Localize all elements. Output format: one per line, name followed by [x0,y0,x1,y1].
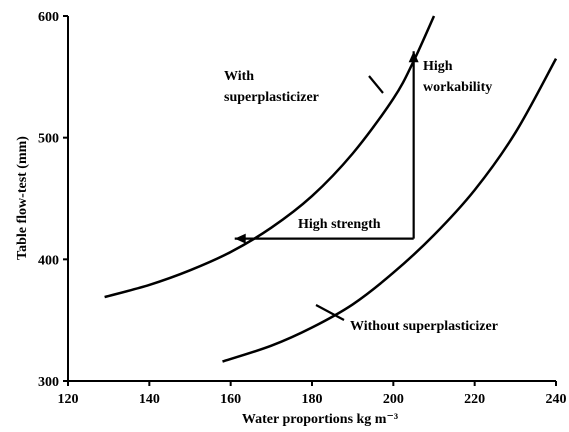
x-tick-label: 140 [139,392,160,407]
y-tick-label: 400 [38,253,59,268]
x-tick-label: 220 [464,392,485,407]
x-axis-title: Water proportions kg m⁻³ [242,412,398,427]
y-tick-label: 500 [38,132,59,147]
x-tick-label: 240 [546,392,567,407]
y-axis-title: Table flow-test (mm) [15,136,30,260]
arrows [234,51,419,244]
leader-with [368,75,384,94]
annotation-with-line2: superplasticizer [224,90,319,105]
arrow-head [234,233,246,244]
x-tick-label: 180 [302,392,323,407]
x-tick-label: 160 [220,392,241,407]
labels: With superplasticizer High workability H… [15,59,498,427]
annotation-with-line1: With [224,69,254,84]
curves [104,15,558,363]
x-tick-label: 200 [383,392,404,407]
curve-without-superplasticizer [222,57,558,363]
axes: 120 140 160 180 200 220 240 300 400 500 600 [38,10,567,407]
arrow-head [408,51,419,63]
annotation-strength: High strength [298,217,381,232]
annotation-without: Without superplasticizer [350,319,498,334]
y-tick-label: 600 [38,10,59,25]
curve-with-superplasticizer [104,15,436,299]
annotation-workability-line2: workability [423,80,492,95]
arrow-high-strength [234,233,414,244]
y-tick-label: 300 [38,375,59,390]
leader-without [315,304,345,321]
arrow-high-workability [408,51,419,239]
x-tick-label: 120 [58,392,79,407]
annotation-workability-line1: High [423,59,453,74]
